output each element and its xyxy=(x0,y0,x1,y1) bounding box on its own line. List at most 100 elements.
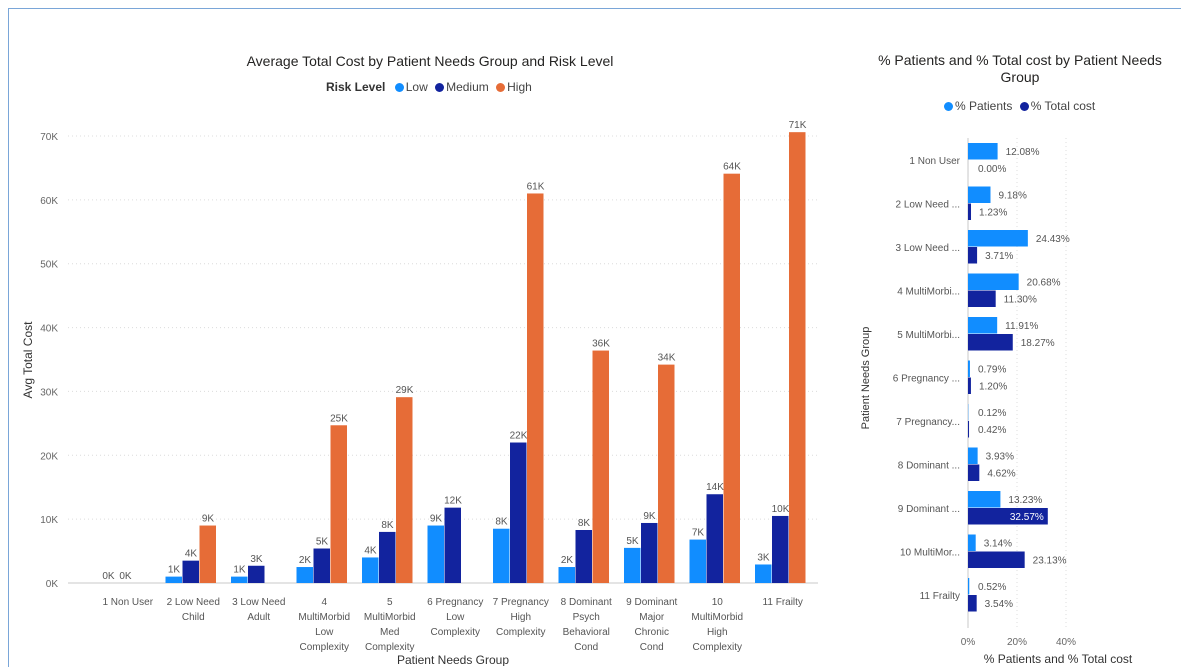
bar-total-cost xyxy=(968,552,1025,569)
data-label: 3.54% xyxy=(985,599,1013,610)
y-tick-label: 4 MultiMorbi... xyxy=(897,287,960,298)
x-axis-title: Patient Needs Group xyxy=(397,653,509,666)
x-tick-label: Child xyxy=(182,612,205,623)
data-label: 1K xyxy=(233,565,246,576)
data-label: 32.57% xyxy=(1010,512,1044,523)
data-label: 24.43% xyxy=(1036,234,1070,245)
x-tick-label: 2 Low Need xyxy=(167,597,220,608)
bar-total-cost xyxy=(968,421,969,438)
bar-high xyxy=(789,132,806,583)
bar-low xyxy=(493,529,510,583)
x-axis-title: % Patients and % Total cost xyxy=(984,652,1133,666)
x-tick-label: High xyxy=(707,627,728,638)
data-label: 8K xyxy=(495,517,508,528)
bar-patients xyxy=(968,361,970,378)
data-label: 0.12% xyxy=(978,408,1006,419)
y-axis-title: Avg Total Cost xyxy=(21,321,35,399)
data-label: 3.14% xyxy=(984,539,1012,550)
bar-low xyxy=(297,567,314,583)
y-tick-label: 5 MultiMorbi... xyxy=(897,330,960,341)
bar-medium xyxy=(641,523,658,583)
bar-medium xyxy=(379,532,396,583)
data-label: 23.13% xyxy=(1033,556,1067,567)
x-tick-label: 4 xyxy=(321,597,327,608)
bar-total-cost xyxy=(968,334,1013,351)
bar-low xyxy=(362,557,379,583)
bar-total-cost xyxy=(968,247,977,264)
chart1-plot: 0K 10K 20K 30K 4 0K 50K 60K 70K Avg Total Cost Pat… xyxy=(0,0,840,666)
bar-patients xyxy=(968,274,1019,291)
y-tick-label: 9 Dominant ... xyxy=(898,504,960,515)
data-label: 0K xyxy=(102,571,115,582)
data-label: 0.52% xyxy=(978,582,1006,593)
data-label: 9K xyxy=(643,511,656,522)
y-tick-label: 8 Dominant ... xyxy=(898,461,960,472)
data-label: 64K xyxy=(723,162,741,173)
y-tick-label: 3 Low Need ... xyxy=(896,243,960,254)
data-label: 8K xyxy=(381,520,394,531)
data-label: 3K xyxy=(757,552,770,563)
x-tick-label: Complexity xyxy=(431,627,480,638)
x-tick-label: Chronic xyxy=(635,627,669,638)
data-label: 5K xyxy=(626,536,639,547)
bar-patients xyxy=(968,230,1028,247)
data-label: 3.93% xyxy=(986,452,1014,463)
bar-medium xyxy=(445,508,462,583)
bar-medium xyxy=(510,443,527,583)
data-label: 4K xyxy=(364,545,377,556)
data-label: 2K xyxy=(561,555,574,566)
bar-high xyxy=(396,397,413,583)
bar-low xyxy=(624,548,641,583)
data-label: 10K xyxy=(772,504,790,515)
data-label: 29K xyxy=(396,385,414,396)
x-tick-label: Med xyxy=(380,627,399,638)
bar-high xyxy=(658,365,675,583)
x-tick-label: 3 Low Need xyxy=(232,597,285,608)
x-tick-label: High xyxy=(510,612,531,623)
bar-medium xyxy=(707,494,724,583)
data-label: 3K xyxy=(250,554,263,565)
bar-high xyxy=(200,526,217,583)
bar-high xyxy=(527,193,544,583)
data-label: 0.00% xyxy=(978,164,1006,175)
bar-medium xyxy=(248,566,265,583)
x-tick-label: Cond xyxy=(640,642,664,653)
bar-total-cost xyxy=(968,378,971,395)
y-tick-label: 70K xyxy=(40,132,58,143)
x-tick-label: 5 xyxy=(387,597,393,608)
data-label: 12K xyxy=(444,496,462,507)
x-tick-label: Psych xyxy=(573,612,600,623)
x-tick-label: Cond xyxy=(574,642,598,653)
x-tick-label: 1 Non User xyxy=(102,597,153,608)
data-label: 3.71% xyxy=(985,251,1013,262)
y-tick-label: 2 Low Need ... xyxy=(896,200,960,211)
x-tick-label: MultiMorbid xyxy=(298,612,350,623)
x-tick-label: 7 Pregnancy xyxy=(493,597,549,608)
data-label: 7K xyxy=(692,528,705,539)
bar-low xyxy=(755,564,772,583)
y-tick-label: 50K xyxy=(40,260,58,271)
data-label: 22K xyxy=(510,431,528,442)
y-tick-label: 30K xyxy=(40,387,58,398)
data-label: 12.08% xyxy=(1006,147,1040,158)
y-tick-label: 0K xyxy=(46,579,59,590)
x-tick-label: 20% xyxy=(1007,637,1027,648)
x-tick-label: 0% xyxy=(961,637,976,648)
x-tick-label: Complexity xyxy=(693,642,742,653)
bar-high xyxy=(331,425,348,583)
data-label: 9K xyxy=(202,514,215,525)
data-label: 11.91% xyxy=(1005,321,1038,332)
y-tick-label: 60K xyxy=(40,196,58,207)
x-tick-label: 40% xyxy=(1056,637,1076,648)
x-tick-label: 9 Dominant xyxy=(626,597,677,608)
bar-patients xyxy=(968,317,997,334)
data-label: 25K xyxy=(330,413,348,424)
x-tick-label: 6 Pregnancy xyxy=(427,597,483,608)
bar-low xyxy=(166,577,183,583)
data-label: 36K xyxy=(592,339,610,350)
bar-low xyxy=(559,567,576,583)
x-tick-label: 11 Frailty xyxy=(763,597,803,608)
y-tick-label: 20K xyxy=(40,451,58,462)
bar-low xyxy=(428,526,445,583)
data-label: 13.23% xyxy=(1008,495,1042,506)
